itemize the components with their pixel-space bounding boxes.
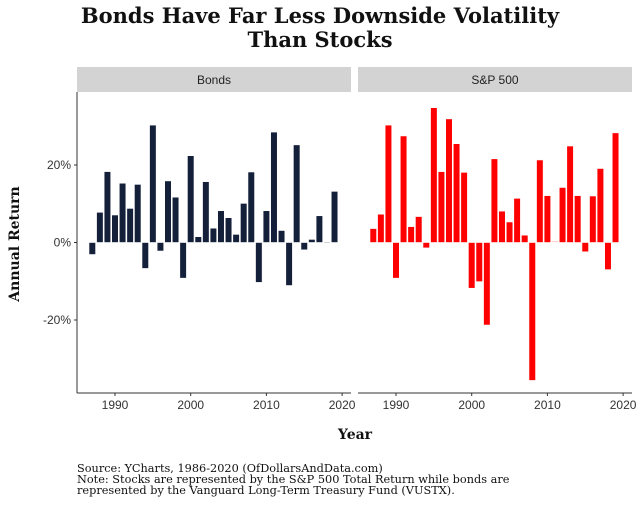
bar-s-p-500-1999 <box>460 172 468 243</box>
bar-bonds-2018 <box>323 242 331 244</box>
facet-label-s-p-500: S&P 500 <box>471 73 518 87</box>
x-tick-label-s-p-500-2010: 2010 <box>534 398 561 412</box>
x-tick-label-s-p-500-2000: 2000 <box>458 398 485 412</box>
bar-bonds-1990 <box>111 214 119 243</box>
bar-bonds-2009 <box>255 242 263 283</box>
y-axis-title: Annual Return <box>7 186 23 302</box>
x-tick-label-bonds-2020: 2020 <box>329 398 356 412</box>
x-tick-label-bonds-2000: 2000 <box>177 398 204 412</box>
chart-title: Bonds Have Far Less Downside Volatility … <box>0 4 640 52</box>
bar-bonds-2002 <box>202 181 210 243</box>
source-note: Source: YCharts, 1986-2020 (OfDollarsAnd… <box>77 462 383 475</box>
x-tick-label-bonds-1990: 1990 <box>102 398 129 412</box>
y-tick-label-20: 20% <box>47 158 71 172</box>
bar-bonds-1997 <box>164 180 172 243</box>
bar-s-p-500-2007 <box>521 234 529 243</box>
x-tick-label-s-p-500-1990: 1990 <box>383 398 410 412</box>
bar-bonds-2014 <box>293 144 301 243</box>
facet-strip-bonds <box>77 67 351 92</box>
bar-bonds-2006 <box>232 234 240 243</box>
bar-s-p-500-1993 <box>415 216 423 243</box>
bar-s-p-500-1989 <box>384 124 393 243</box>
bar-s-p-500-2018 <box>604 242 612 270</box>
bar-s-p-500-2003 <box>490 158 499 243</box>
bar-s-p-500-2010 <box>543 195 551 243</box>
bar-s-p-500-2017 <box>596 168 604 243</box>
bar-bonds-2010 <box>262 210 271 243</box>
bar-bonds-1987 <box>88 242 96 255</box>
bar-s-p-500-2006 <box>513 198 521 243</box>
y-tick-label-0: 0% <box>54 236 72 250</box>
bar-bonds-1992 <box>126 208 134 243</box>
x-tick-label-bonds-2010: 2010 <box>253 398 280 412</box>
bar-bonds-1991 <box>118 182 127 243</box>
bar-s-p-500-1992 <box>407 226 415 243</box>
bar-s-p-500-2011 <box>551 241 559 243</box>
bar-s-p-500-1997 <box>445 118 453 243</box>
bar-s-p-500-2005 <box>505 221 514 243</box>
bar-bonds-2015 <box>300 242 308 251</box>
chart-footer: Source: YCharts, 1986-2020 (OfDollarsAnd… <box>77 463 509 496</box>
note-line-2: represented by the Vanguard Long-Term Tr… <box>77 484 455 497</box>
bar-s-p-500-2013 <box>566 145 574 243</box>
facet-strip-s-p-500 <box>358 67 632 92</box>
bar-bonds-2004 <box>217 210 225 243</box>
x-tick-label-s-p-500-2020: 2020 <box>610 398 637 412</box>
panel-s-p-500: S&P 500 1990 2000 2010 2020 <box>358 67 637 412</box>
bar-s-p-500-1995 <box>430 107 438 243</box>
bar-bonds-1995 <box>149 124 157 243</box>
bar-bonds-1988 <box>96 211 104 243</box>
bar-bonds-1996 <box>156 242 165 252</box>
bar-s-p-500-2000 <box>468 242 476 289</box>
bar-bonds-2000 <box>187 155 195 243</box>
panel-bonds: Bonds 1990 2000 2010 2020 -20% 0% 20% <box>43 67 356 412</box>
bar-s-p-500-2002 <box>483 242 491 326</box>
bar-bonds-1998 <box>171 196 180 243</box>
bar-s-p-500-2016 <box>589 195 597 243</box>
bar-s-p-500-1988 <box>377 213 385 243</box>
x-axis-title: Year <box>337 427 373 443</box>
bar-s-p-500-1987 <box>369 228 377 243</box>
bar-s-p-500-2004 <box>498 210 506 243</box>
bar-bonds-2017 <box>315 215 323 243</box>
bar-s-p-500-1990 <box>392 242 400 279</box>
bar-bonds-2016 <box>308 239 316 243</box>
bar-bonds-2007 <box>240 203 248 243</box>
bar-bonds-2011 <box>270 131 278 243</box>
bar-bonds-2001 <box>194 236 202 243</box>
bar-s-p-500-1998 <box>452 143 461 243</box>
bar-bonds-2019 <box>330 191 339 243</box>
bar-bonds-1994 <box>141 242 149 269</box>
bar-bonds-2005 <box>224 217 233 243</box>
chart-title-line-2: Than Stocks <box>247 27 393 52</box>
bar-s-p-500-1994 <box>422 242 430 249</box>
bar-bonds-1989 <box>103 171 112 243</box>
bar-s-p-500-2015 <box>581 242 589 253</box>
bar-s-p-500-2019 <box>611 132 620 243</box>
bar-s-p-500-2012 <box>558 187 567 243</box>
bar-s-p-500-1991 <box>399 135 408 243</box>
bar-s-p-500-2014 <box>574 195 582 243</box>
bar-bonds-2013 <box>285 242 293 286</box>
chart-title-line-1: Bonds Have Far Less Downside Volatility <box>80 3 560 28</box>
bar-s-p-500-2008 <box>528 242 536 381</box>
bar-s-p-500-2001 <box>475 242 483 282</box>
bar-bonds-1999 <box>179 242 187 279</box>
facet-label-bonds: Bonds <box>197 73 231 87</box>
bar-s-p-500-2009 <box>536 159 544 243</box>
bar-bonds-1993 <box>134 184 142 243</box>
note-line-1: Note: Stocks are represented by the S&P … <box>77 473 510 486</box>
bar-s-p-500-1996 <box>437 171 446 243</box>
bar-bonds-2012 <box>277 230 286 243</box>
bar-bonds-2008 <box>247 171 255 243</box>
y-tick-label--20: -20% <box>43 313 71 327</box>
bar-bonds-2003 <box>209 227 218 243</box>
